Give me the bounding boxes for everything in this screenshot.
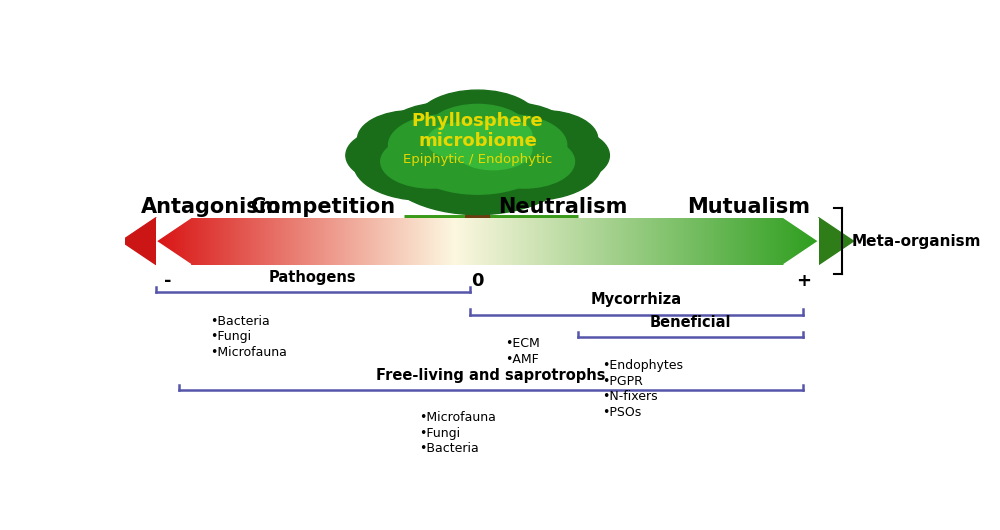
Circle shape xyxy=(381,135,482,188)
Circle shape xyxy=(346,127,454,184)
Circle shape xyxy=(354,127,493,200)
Text: Pathogens: Pathogens xyxy=(269,270,357,285)
Circle shape xyxy=(381,112,574,215)
Circle shape xyxy=(462,127,602,200)
Text: 0: 0 xyxy=(471,272,484,290)
Circle shape xyxy=(470,119,532,152)
Circle shape xyxy=(358,111,466,167)
Text: Antagonism: Antagonism xyxy=(140,197,281,217)
Circle shape xyxy=(454,129,532,170)
Polygon shape xyxy=(784,218,819,241)
Text: Epiphytic / Endophytic: Epiphytic / Endophytic xyxy=(403,153,552,166)
Polygon shape xyxy=(819,218,854,264)
Text: +: + xyxy=(796,272,811,290)
Circle shape xyxy=(427,123,497,160)
Text: Mycorrhiza: Mycorrhiza xyxy=(591,292,682,307)
Text: •Fungi: •Fungi xyxy=(420,427,461,440)
Text: •Fungi: •Fungi xyxy=(210,330,251,343)
Text: Mutualism: Mutualism xyxy=(687,197,810,217)
Text: •Microfauna: •Microfauna xyxy=(210,346,287,359)
Circle shape xyxy=(501,127,609,184)
Text: •Bacteria: •Bacteria xyxy=(420,443,479,455)
Text: Beneficial: Beneficial xyxy=(650,315,732,330)
Text: •Microfauna: •Microfauna xyxy=(420,411,496,425)
Circle shape xyxy=(427,104,528,157)
Text: Meta-organism: Meta-organism xyxy=(851,234,981,249)
Text: -: - xyxy=(164,272,171,290)
Text: •AMF: •AMF xyxy=(505,352,538,366)
Text: Free-living and saprotrophs: Free-living and saprotrophs xyxy=(376,368,606,383)
Circle shape xyxy=(404,117,551,194)
Circle shape xyxy=(412,143,544,213)
Circle shape xyxy=(388,114,505,176)
Polygon shape xyxy=(784,241,819,264)
Polygon shape xyxy=(156,218,191,241)
Text: Competition: Competition xyxy=(251,197,395,217)
Circle shape xyxy=(381,102,512,172)
Text: •PGPR: •PGPR xyxy=(602,375,642,388)
Circle shape xyxy=(489,111,598,167)
Circle shape xyxy=(416,90,540,155)
Text: •Bacteria: •Bacteria xyxy=(210,315,270,328)
Text: •Endophytes: •Endophytes xyxy=(602,359,683,373)
Circle shape xyxy=(474,135,574,188)
Text: Phyllosphere
microbiome: Phyllosphere microbiome xyxy=(412,111,544,151)
Text: Rhizosphere/root
microbiome: Rhizosphere/root microbiome xyxy=(456,229,569,257)
Text: •PSOs: •PSOs xyxy=(602,406,641,419)
Circle shape xyxy=(450,114,567,176)
Polygon shape xyxy=(121,218,156,264)
Text: •N-fixers: •N-fixers xyxy=(602,391,657,403)
Text: •ECM: •ECM xyxy=(505,337,540,350)
Polygon shape xyxy=(464,205,492,231)
Polygon shape xyxy=(156,241,191,264)
Circle shape xyxy=(443,102,574,172)
Text: Neutralism: Neutralism xyxy=(498,197,628,217)
